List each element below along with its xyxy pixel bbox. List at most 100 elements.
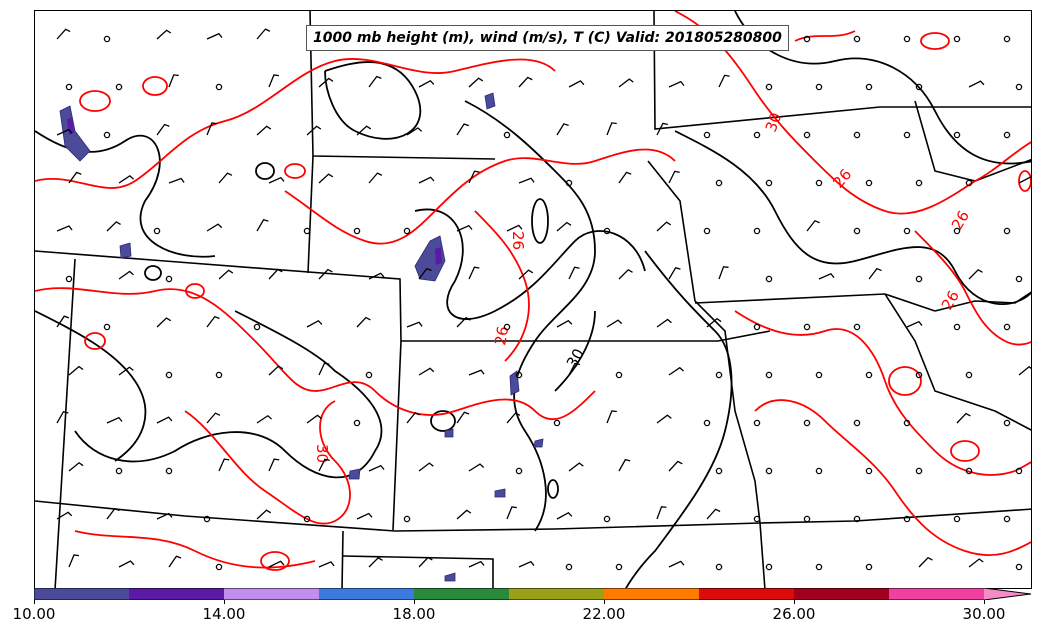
calm-wind-marker bbox=[115, 467, 123, 475]
wind-barb bbox=[306, 414, 322, 424]
calm-wind-marker bbox=[703, 227, 711, 235]
colorbar-tick-label: 18.00 bbox=[392, 605, 436, 623]
colorbar-tick-label: 14.00 bbox=[202, 605, 246, 623]
calm-wind-marker bbox=[803, 131, 811, 139]
calm-wind-marker bbox=[815, 467, 823, 475]
calm-wind-marker bbox=[253, 323, 261, 331]
wind-barb bbox=[106, 221, 121, 232]
map-panel: 30 26 26 26 26 26 30 30 1000 mb height (… bbox=[34, 10, 1032, 589]
colorbar-extend-arrow bbox=[984, 588, 1031, 600]
wind-barb bbox=[418, 79, 435, 88]
colorbar-tick-mark bbox=[224, 600, 225, 604]
wind-barb bbox=[618, 171, 632, 184]
calm-wind-marker bbox=[865, 179, 873, 187]
calm-wind-marker bbox=[153, 227, 161, 235]
height-contour bbox=[430, 410, 456, 432]
wind-barb bbox=[418, 267, 432, 280]
height-contour bbox=[464, 100, 596, 532]
shaded-area bbox=[533, 438, 544, 448]
temperature-contour bbox=[950, 440, 980, 462]
calm-wind-marker bbox=[103, 35, 111, 43]
height-contour bbox=[674, 130, 1031, 305]
wind-barb bbox=[468, 463, 485, 472]
calm-wind-marker bbox=[715, 371, 723, 379]
state-boundary bbox=[35, 250, 771, 342]
calm-wind-marker bbox=[803, 515, 811, 523]
height-contour bbox=[547, 479, 559, 499]
calm-wind-marker bbox=[303, 515, 311, 523]
wind-barb bbox=[206, 122, 217, 136]
shaded-area bbox=[435, 247, 442, 265]
contour-label-group: 30 26 26 26 26 26 30 30 bbox=[313, 110, 973, 463]
wind-barb bbox=[156, 416, 173, 424]
calm-wind-marker bbox=[565, 179, 573, 187]
wind-barb bbox=[368, 557, 383, 568]
height-contour bbox=[625, 250, 733, 588]
temperature-contour bbox=[914, 230, 1031, 346]
calm-wind-marker bbox=[703, 131, 711, 139]
calm-wind-marker bbox=[815, 179, 823, 187]
colorbar-tick-label: 10.00 bbox=[12, 605, 56, 623]
wind-barb bbox=[706, 508, 721, 520]
temperature-contour bbox=[888, 366, 922, 396]
calm-wind-marker bbox=[765, 83, 773, 91]
wind-barb bbox=[406, 127, 423, 136]
wind-barb bbox=[618, 458, 631, 472]
temperature-contour bbox=[35, 58, 556, 189]
state-boundary bbox=[341, 530, 344, 588]
wind-barb bbox=[318, 362, 330, 376]
calm-wind-marker bbox=[953, 323, 961, 331]
calm-wind-marker bbox=[403, 227, 411, 235]
calm-wind-marker bbox=[215, 371, 223, 379]
temperature-contour bbox=[1018, 170, 1031, 192]
temperature-contour bbox=[674, 11, 1031, 215]
calm-wind-marker bbox=[765, 563, 773, 571]
wind-barb bbox=[418, 367, 435, 376]
wind-barb bbox=[206, 32, 223, 40]
height-contour bbox=[74, 310, 383, 479]
wind-barb bbox=[556, 123, 569, 136]
wind-barb bbox=[506, 224, 523, 232]
height-contour bbox=[554, 310, 596, 392]
wind-barb bbox=[206, 412, 221, 424]
calm-wind-marker bbox=[715, 467, 723, 475]
shaded-area bbox=[484, 92, 496, 110]
temperature-contour bbox=[474, 210, 530, 362]
wind-barb bbox=[206, 223, 223, 232]
wind-barb bbox=[618, 269, 633, 280]
calm-wind-marker bbox=[753, 227, 761, 235]
calm-wind-marker bbox=[1003, 131, 1011, 139]
temperature-contour bbox=[84, 332, 106, 350]
wind-barb bbox=[356, 512, 373, 520]
calm-wind-marker bbox=[65, 275, 73, 283]
wind-barb bbox=[56, 225, 73, 232]
wind-barb bbox=[156, 317, 172, 328]
wind-barb bbox=[656, 221, 672, 232]
wind-barb bbox=[56, 128, 73, 136]
calm-wind-marker bbox=[753, 323, 761, 331]
colorbar-segment bbox=[319, 588, 414, 600]
wind-barb bbox=[506, 506, 517, 520]
colorbar-tick-label: 26.00 bbox=[772, 605, 816, 623]
calm-wind-marker bbox=[603, 227, 611, 235]
calm-wind-marker bbox=[865, 563, 873, 571]
wind-barb bbox=[818, 272, 835, 280]
wind-barb bbox=[56, 511, 73, 520]
calm-wind-marker bbox=[203, 515, 211, 523]
temperature-contour bbox=[184, 400, 351, 525]
wind-barb bbox=[968, 268, 983, 280]
calm-wind-marker bbox=[915, 179, 923, 187]
calm-wind-marker bbox=[165, 371, 173, 379]
colorbar-tick-mark bbox=[984, 600, 985, 604]
wind-barb bbox=[968, 558, 984, 568]
calm-wind-marker bbox=[1015, 563, 1023, 571]
wind-barb bbox=[256, 125, 272, 136]
wind-barb bbox=[456, 411, 470, 424]
calm-wind-marker bbox=[753, 131, 761, 139]
wind-barb bbox=[668, 170, 680, 184]
wind-barb bbox=[318, 173, 334, 184]
calm-wind-marker bbox=[903, 35, 911, 43]
wind-barb bbox=[556, 221, 572, 232]
wind-barb bbox=[968, 80, 985, 88]
calm-wind-marker bbox=[865, 467, 873, 475]
